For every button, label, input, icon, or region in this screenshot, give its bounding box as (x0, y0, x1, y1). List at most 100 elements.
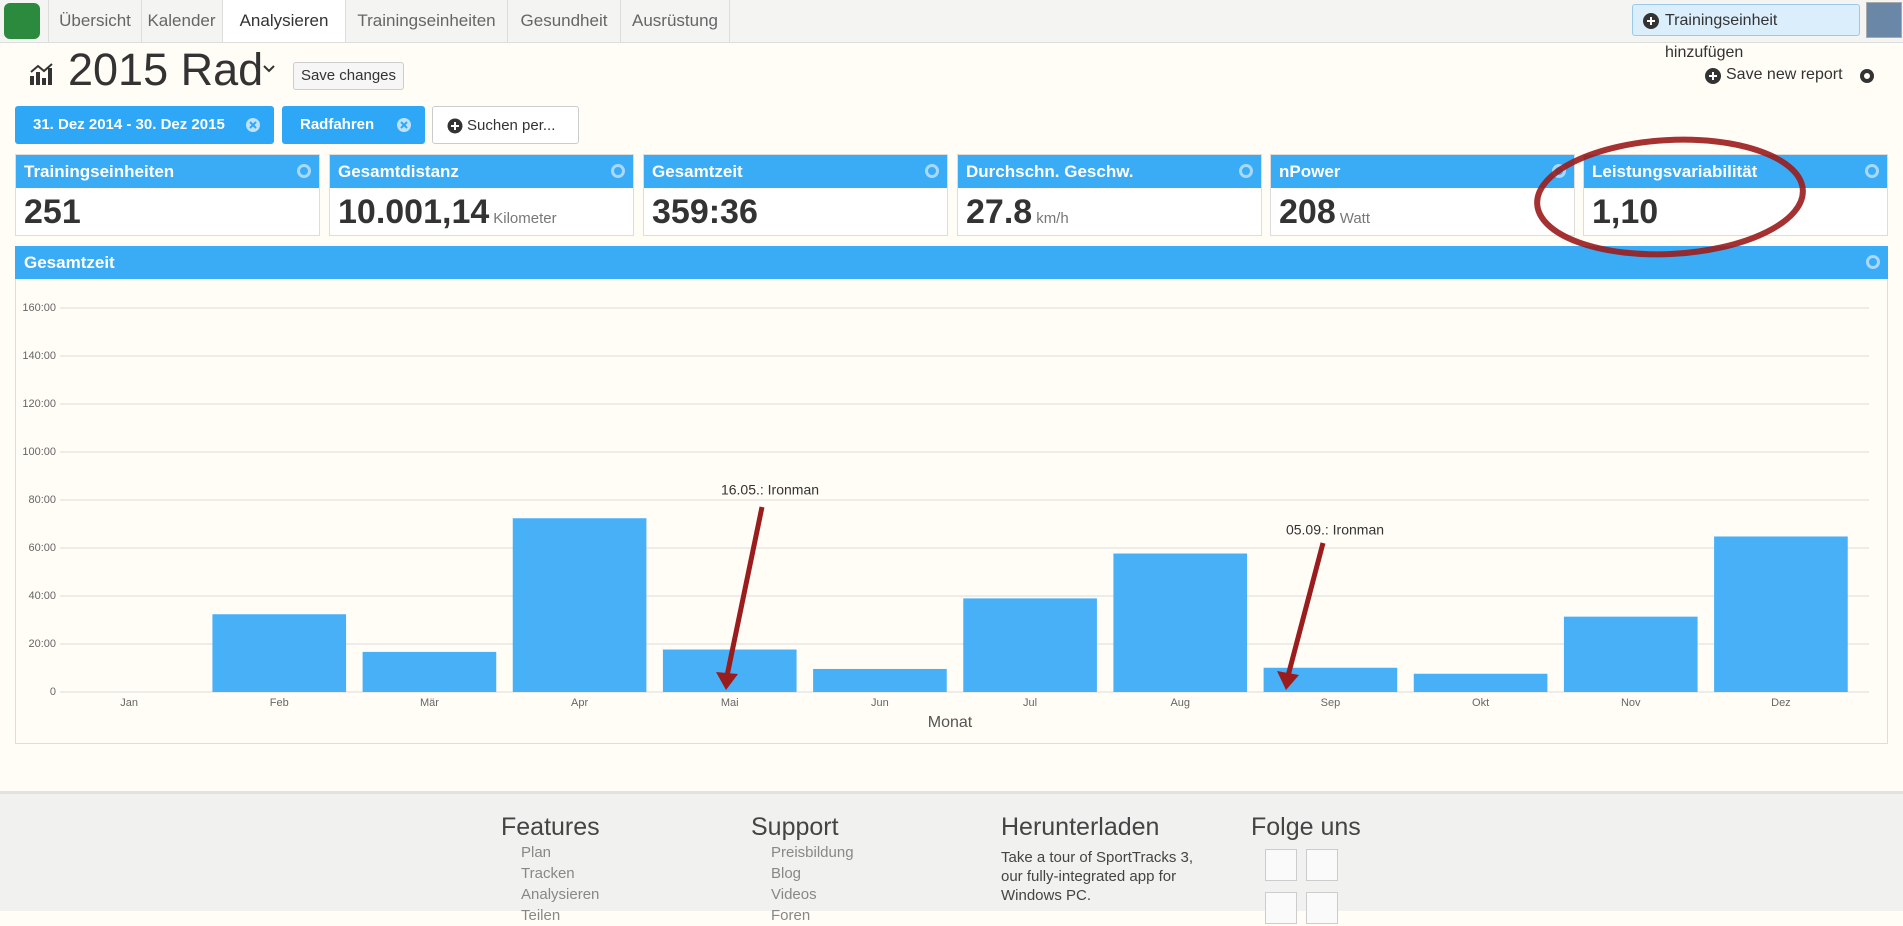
youtube-icon[interactable] (1265, 892, 1297, 924)
kpi-value: 251 (24, 193, 81, 231)
x-tick-label: Sep (1321, 697, 1341, 709)
y-tick-label: 80:00 (28, 494, 56, 506)
nav-tab[interactable]: Kalender (141, 0, 223, 42)
y-tick-label: 20:00 (28, 638, 56, 650)
x-tick-label: Apr (571, 697, 588, 709)
kpi-label: nPower (1279, 162, 1341, 181)
avatar[interactable] (1866, 2, 1902, 38)
footer-link[interactable]: Foren (771, 907, 811, 924)
settings-icon[interactable] (611, 164, 625, 178)
kpi-value: 208 (1279, 193, 1336, 231)
remove-icon[interactable] (397, 118, 411, 132)
y-tick-label: 0 (50, 686, 56, 698)
nav-tab[interactable]: Trainingseinheiten (346, 0, 508, 42)
x-tick-label: Aug (1170, 697, 1190, 709)
bar (963, 598, 1097, 692)
sport-filter-chip[interactable]: Radfahren (282, 106, 425, 144)
nav-tab[interactable]: Übersicht (48, 0, 142, 42)
annotation-arrowhead (1277, 671, 1299, 690)
save-changes-button[interactable]: Save changes (293, 62, 404, 90)
kpi-label: Durchschn. Geschw. (966, 162, 1134, 181)
footer-link[interactable]: Blog (771, 865, 802, 882)
report-icon (30, 63, 53, 85)
bar (1113, 553, 1248, 692)
plus-icon (1705, 68, 1721, 84)
kpi-label: Gesamtzeit (652, 162, 743, 181)
footer-heading: Folge uns (1251, 813, 1361, 841)
footer-column: Herunterladen Take a tour of SportTracks… (1001, 812, 1221, 905)
kpi-label: Gesamtdistanz (338, 162, 459, 181)
footer-heading: Features (501, 813, 600, 841)
annotation-arrowhead (716, 672, 738, 690)
x-tick-label: Feb (270, 697, 289, 709)
googleplus-icon[interactable] (1306, 892, 1338, 924)
twitter-icon[interactable] (1306, 849, 1338, 881)
bar (813, 668, 947, 692)
remove-icon[interactable] (246, 118, 260, 132)
nav-tab[interactable]: Analysieren (223, 0, 346, 42)
annotation-arrow (724, 506, 765, 677)
chip-label: Radfahren (300, 116, 375, 133)
overlay-markup (716, 136, 1806, 690)
bar (1714, 536, 1848, 692)
x-tick-label: Jul (1023, 697, 1037, 709)
bar (512, 518, 647, 692)
settings-icon[interactable] (1239, 164, 1253, 178)
x-tick-label: Okt (1472, 697, 1489, 709)
chart: Monat 16.05.: Ironman 05.09.: Ironman 0 2… (22, 136, 1869, 731)
search-filter-button[interactable]: Suchen per... (432, 106, 579, 144)
kpi-value: 359:36 (652, 193, 758, 231)
kpi-label: Leistungsvariabilität (1592, 162, 1758, 181)
kpi-value: 27.8 (966, 193, 1033, 231)
nav-tab[interactable]: Ausrüstung (621, 0, 730, 42)
footer-column: Features Plan Tracken Analysieren Teilen (501, 812, 721, 926)
x-tick-label: Nov (1621, 697, 1641, 709)
save-new-report-button[interactable]: Save new report (1726, 66, 1843, 83)
date-filter-chip[interactable]: 31. Dez 2014 - 30. Dez 2015 (15, 106, 274, 144)
chart-title: Gesamtzeit (24, 253, 115, 272)
footer-column: Folge uns (1251, 812, 1471, 842)
report-title: 2015 Rad (68, 44, 264, 95)
add-workout-button[interactable]: Trainingseinheit hinzufügen (1632, 4, 1860, 61)
kpi-label: Trainingseinheiten (24, 162, 175, 181)
settings-icon[interactable] (1865, 164, 1879, 178)
footer-link[interactable]: Teilen (521, 907, 561, 924)
bar (212, 614, 347, 692)
y-tick-label: 100:00 (22, 446, 56, 458)
y-tick-label: 40:00 (28, 590, 56, 602)
y-tick-label: 160:00 (22, 302, 56, 314)
footer-link[interactable]: Analysieren (521, 886, 600, 903)
x-tick-label: Jan (120, 697, 138, 709)
nav-tab[interactable]: Gesundheit (508, 0, 621, 42)
y-tick-label: 120:00 (22, 398, 56, 410)
y-tick-label: 60:00 (28, 542, 56, 554)
title-dropdown[interactable] (262, 64, 276, 74)
bar (1563, 616, 1698, 692)
footer-text: Take a tour of SportTracks 3, our fully-… (1001, 849, 1194, 904)
footer-link[interactable]: Videos (771, 886, 817, 903)
settings-icon[interactable] (1866, 255, 1880, 269)
bar (362, 651, 497, 692)
x-tick-label: Dez (1771, 697, 1791, 709)
annotation: 05.09.: Ironman (1286, 522, 1384, 538)
settings-icon[interactable] (1858, 67, 1876, 85)
kpi-card: Trainingseinheiten 251 (15, 154, 320, 236)
footer-link[interactable]: Preisbildung (771, 844, 854, 861)
settings-icon[interactable] (297, 164, 311, 178)
footer-column: Support Preisbildung Blog Videos Foren (751, 812, 971, 926)
annotation: 16.05.: Ironman (721, 482, 819, 498)
kpi-value: 10.001,14 (338, 193, 490, 231)
logo[interactable] (4, 3, 40, 39)
footer-link[interactable]: Tracken (521, 865, 575, 882)
x-axis-title: Monat (928, 714, 973, 731)
settings-icon[interactable] (925, 164, 939, 178)
bar (1413, 673, 1548, 692)
kpi-card: Gesamtdistanz 10.001,14 Kilometer (329, 154, 634, 236)
footer: Features Plan Tracken Analysieren Teilen Su… (0, 791, 1903, 924)
x-tick-label: Mär (420, 697, 439, 709)
kpi-value: 1,10 (1592, 193, 1659, 231)
facebook-icon[interactable] (1265, 849, 1297, 881)
footer-link[interactable]: Plan (521, 844, 552, 861)
